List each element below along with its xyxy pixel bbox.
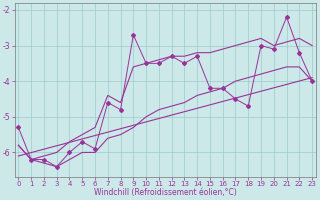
X-axis label: Windchill (Refroidissement éolien,°C): Windchill (Refroidissement éolien,°C) [94,188,236,197]
